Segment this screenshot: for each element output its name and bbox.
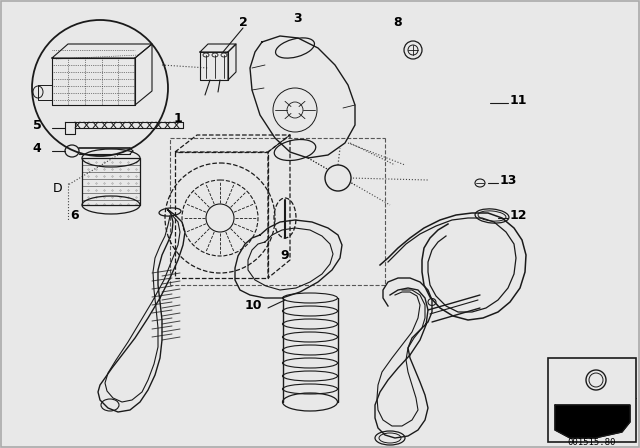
Text: 5: 5 (33, 119, 42, 132)
Text: 10: 10 (244, 298, 262, 311)
Ellipse shape (203, 53, 209, 57)
Text: 9: 9 (281, 249, 289, 262)
Text: 8: 8 (394, 16, 403, 29)
Text: 4: 4 (33, 142, 42, 155)
Text: 12: 12 (510, 208, 527, 221)
Ellipse shape (212, 53, 218, 57)
Polygon shape (555, 405, 630, 438)
Text: 11: 11 (510, 94, 527, 107)
FancyBboxPatch shape (548, 358, 636, 442)
Text: 3: 3 (294, 12, 302, 25)
Text: 13: 13 (500, 173, 517, 186)
Text: D: D (53, 181, 63, 194)
Text: 6: 6 (70, 208, 79, 221)
Ellipse shape (221, 53, 227, 57)
Circle shape (325, 165, 351, 191)
Text: 001515.80: 001515.80 (568, 438, 616, 447)
Ellipse shape (65, 145, 79, 157)
Text: 7: 7 (333, 172, 342, 185)
Text: 7: 7 (557, 363, 564, 373)
Text: 2: 2 (239, 16, 248, 29)
Text: 1: 1 (173, 112, 182, 125)
